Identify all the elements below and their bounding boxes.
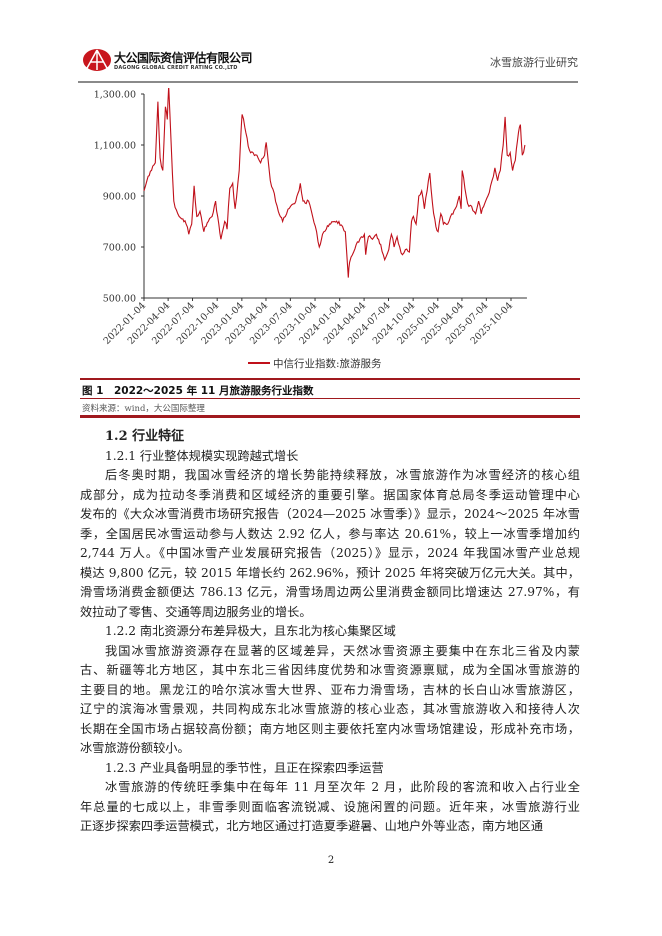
subheading-3: 1.2.3 产业具备明显的季节性，且正在探索四季运营	[105, 760, 384, 775]
figure-bottom-rule	[80, 415, 580, 418]
header-divider	[78, 81, 578, 83]
paragraph-3: 冰雪旅游的传统旺季集中在每年 11 月至次年 2 月，此阶段的客流和收入占行业全…	[80, 778, 580, 837]
text-line: 冰雪旅游份额较小。	[80, 741, 190, 755]
paragraph-2: 我国冰雪旅游资源存在显著的区域差异，天然冰雪资源主要集中在东北三省及内蒙古、新疆…	[80, 642, 580, 759]
figure-top-rule	[80, 378, 580, 380]
legend-label: 中信行业指数:旅游服务	[273, 357, 382, 370]
text-line: 发布的《大众冰雪消费市场研究报告（2024—2025 冰雪季）》显示，2024～…	[80, 507, 580, 521]
subheading-1: 1.2.1 行业整体规模实现跨越式增长	[105, 448, 299, 463]
figure-caption: 图 1 2022～2025 年 11 月旅游服务行业指数	[82, 385, 314, 397]
company-logo-icon	[83, 49, 111, 71]
y-tick-label: 700.00	[103, 243, 136, 254]
text-line: 年总量的七成以上，非雪季则面临客流锐减、设施闲置的问题。近年来，冰雪旅游行业	[80, 799, 580, 814]
text-line: 效拉动了零售、交通等周边服务业的增长。	[80, 604, 312, 619]
series-line	[143, 88, 526, 278]
text-line: 季，全国居民冰雪运动参与人数达 2.92 亿人，参与率达 20.61%，较上一冰…	[80, 526, 580, 541]
subheading-2: 1.2.2 南北资源分布差异极大，且东北为核心集聚区域	[105, 624, 396, 638]
company-name: 大公国际资信评估有限公司	[114, 51, 253, 65]
y-tick-label: 1,100.00	[94, 141, 136, 152]
text-line: 滑雪场消费金额便达 786.13 亿元，滑雪场周边两公里消费金额同比增速达 27…	[80, 585, 580, 599]
section-body: 1.2 行业特征 1.2.1 行业整体规模实现跨越式增长 后冬奥时期，我国冰雪经…	[80, 427, 580, 837]
x-tick-labels: 2022-01-042022-04-042022-07-042022-10-04…	[102, 300, 516, 347]
text-line: 我国冰雪旅游资源存在显著的区域差异，天然冰雪资源主要集中在东北三省及内蒙	[105, 643, 580, 658]
y-tick-label: 900.00	[103, 192, 136, 203]
caption-rule	[80, 398, 580, 399]
text-line: 2,744 万人。《中国冰雪产业发展研究报告（2025）》显示，2024 年我国…	[80, 546, 580, 560]
figure-source: 资料来源：wind，大公国际整理	[82, 404, 205, 414]
text-line: 正逐步探索四季运营模式，北方地区通过打造夏季避暑、山地户外等业态，南方地区通	[80, 819, 544, 833]
paragraph-1: 后冬奥时期，我国冰雪经济的增长势能持续释放，冰雪旅游作为冰雪经济的核心组成部分，…	[80, 466, 580, 622]
text-line: 成部分，成为拉动冬季消费和区域经济的重要引擎。据国家体育总局冬季运动管理中心	[80, 487, 580, 502]
text-line: 辽宁的滨海冰雪景观，共同构成东北冰雪旅游的核心业态，其冰雪旅游收入和接待人次	[80, 702, 580, 716]
page-number: 2	[327, 855, 335, 866]
text-line: 古、新疆等北方地区，其中东北三省因纬度优势和冰雪资源禀赋，成为全国冰雪旅游的	[80, 663, 580, 677]
company-name-en: DAGONG GLOBAL CREDIT RATING CO.,LTD	[114, 65, 238, 71]
text-line: 冰雪旅游的传统旺季集中在每年 11 月至次年 2 月，此阶段的客流和收入占行业全	[105, 780, 580, 794]
text-line: 模达 9,800 亿元，较 2015 年增长约 262.96%，预计 2025 …	[80, 565, 580, 580]
report-title: 冰雪旅游行业研究	[490, 56, 578, 69]
index-line-chart: 500.00 700.00 900.00 1,100.00 1,300.00 2022-…	[94, 88, 527, 370]
text-line: 后冬奥时期，我国冰雪经济的增长势能持续释放，冰雪旅游作为冰雪经济的核心组	[105, 468, 580, 482]
text-line: 主要目的地。黑龙江的哈尔滨冰雪大世界、亚布力滑雪场，吉林的长白山冰雪旅游区，	[80, 682, 580, 697]
section-heading: 1.2 行业特征	[105, 429, 185, 444]
y-tick-label: 500.00	[103, 294, 136, 305]
y-tick-label: 1,300.00	[94, 90, 136, 101]
text-line: 长期在全国市场占据较高份额；南方地区则主要依托室内冰雪场馆建设，形成补充市场，	[80, 721, 580, 736]
y-tick-labels: 500.00 700.00 900.00 1,100.00 1,300.00	[94, 90, 136, 305]
chart-axes	[141, 93, 527, 301]
